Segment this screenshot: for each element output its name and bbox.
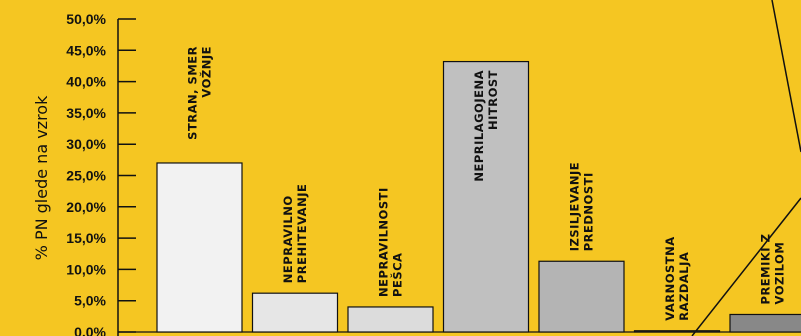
- y-tick-label: 45,0%: [66, 42, 106, 58]
- bar-label-line: VOZILOM: [773, 242, 787, 305]
- bar-label-line: NEPRAVILNO: [281, 195, 295, 283]
- y-tick-label: 5,0%: [74, 293, 106, 309]
- bars-group: [156, 60, 801, 333]
- y-tick-label: 30,0%: [66, 136, 106, 152]
- bar-label-line: PREDNOSTI: [582, 172, 596, 251]
- y-tick-label: 50,0%: [66, 11, 106, 27]
- y-tick-label: 20,0%: [66, 199, 106, 215]
- bar: [347, 306, 434, 333]
- y-tick-label: 15,0%: [66, 230, 106, 246]
- bar-label: NEPRAVILNOSTI PEŠCA: [377, 187, 405, 297]
- y-tick-label: 40,0%: [66, 74, 106, 90]
- bar-label-line: PREHITEVANJE: [295, 184, 309, 284]
- bar: [729, 313, 801, 333]
- bar-label-line: VARNOSTNA: [663, 236, 677, 320]
- y-axis: 0,0% 5,0% 10,0% 15,0% 20,0% 25,0% 30,0% 35,0% 40…: [66, 11, 801, 336]
- bar-label-line: VOŽNJE: [199, 46, 214, 98]
- bar-label-line: PEŠCA: [390, 253, 405, 297]
- bar-label-line: IZSILJEVANJE: [568, 162, 582, 251]
- corner-decoration: [691, 0, 801, 336]
- bar-label-line: PREMIKI Z: [759, 234, 773, 305]
- bar-label: NEPRILAGOJENA HITROST: [472, 70, 500, 182]
- bar: [251, 292, 339, 333]
- bar-label: VARNOSTNA RAZDALJA: [663, 236, 691, 320]
- bar-label-line: NEPRAVILNOSTI: [377, 187, 391, 297]
- bar: [633, 330, 721, 333]
- bar-label-line: NEPRILAGOJENA: [472, 70, 486, 182]
- bar-label-line: STRAN, SMER: [186, 46, 200, 140]
- bar: [538, 260, 625, 333]
- bar-label-line: HITROST: [486, 70, 500, 130]
- bar: [156, 162, 243, 333]
- y-tick-label: 25,0%: [66, 168, 106, 184]
- y-tick-label: 10,0%: [66, 261, 106, 277]
- bar-label: IZSILJEVANJE PREDNOSTI: [568, 162, 596, 251]
- y-axis-label: % PN glede na vzrok: [32, 95, 51, 260]
- bar-label: PREMIKI Z VOZILOM: [759, 234, 787, 305]
- bar-label: STRAN, SMER VOŽNJE: [186, 46, 214, 140]
- y-tick-label: 0,0%: [74, 324, 106, 336]
- bar-label: NEPRAVILNO PREHITEVANJE: [281, 184, 309, 284]
- y-tick-label: 35,0%: [66, 105, 106, 121]
- bar: [442, 60, 530, 333]
- bar-label-line: RAZDALJA: [677, 252, 691, 321]
